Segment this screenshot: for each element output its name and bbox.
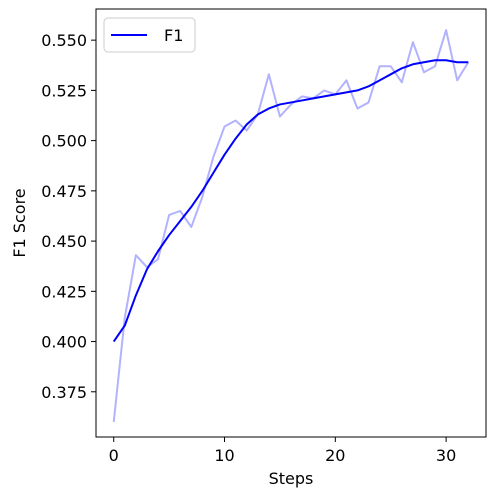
plot-area: [96, 9, 486, 437]
y-axis-ticks: 0.375 0.400 0.425 0.450 0.475 0.500 0.525 0.550: [41, 31, 96, 402]
y-tick-label: 0.425: [41, 282, 87, 301]
plot-frame: [95, 8, 487, 438]
smoothed-line: [112, 59, 469, 343]
y-tick-label: 0.500: [41, 132, 87, 151]
y-tick-label: 0.525: [41, 81, 87, 100]
y-tick-label: 0.400: [41, 333, 87, 352]
legend-box: [103, 17, 196, 53]
x-tick-label: 10: [214, 446, 234, 465]
y-tick-label: 0.375: [41, 383, 87, 402]
x-axis-label: Steps: [269, 469, 314, 488]
y-tick-label: 0.475: [41, 182, 87, 201]
raw-f1-series: [112, 29, 470, 423]
x-tick-label: 0: [109, 446, 119, 465]
legend-label: F1: [164, 26, 183, 45]
legend: F1: [103, 17, 196, 53]
x-tick-label: 30: [436, 446, 456, 465]
y-tick-label: 0.550: [41, 31, 87, 50]
y-tick-label: 0.450: [41, 232, 87, 251]
y-axis-label: F1 Score: [10, 188, 29, 257]
x-tick-label: 20: [325, 446, 345, 465]
smoothed-f1-series: [112, 59, 469, 343]
x-axis-ticks: 0 10 20 30: [109, 437, 456, 465]
raw-line: [112, 29, 470, 423]
